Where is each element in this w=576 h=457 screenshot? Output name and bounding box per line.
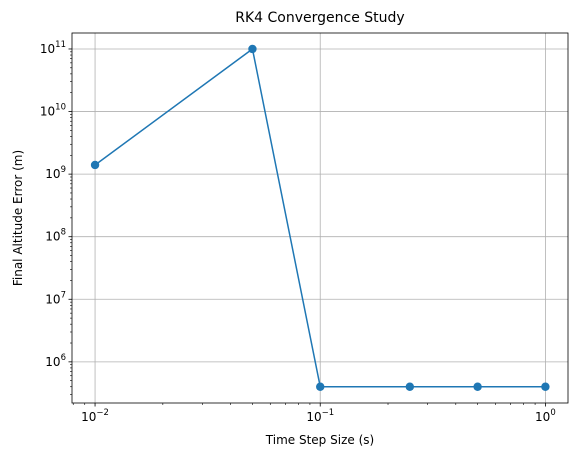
x-tick-label: 10−1 — [306, 408, 334, 424]
y-tick-label: 106 — [45, 353, 66, 369]
x-tick-label: 10−2 — [81, 408, 109, 424]
data-point — [248, 44, 257, 54]
y-tick-label: 1011 — [40, 40, 66, 56]
data-point — [405, 382, 415, 391]
y-axis: 106 107 108 109 1010 1011 — [40, 40, 72, 395]
chart-title: RK4 Convergence Study — [235, 10, 404, 26]
y-tick-label: 109 — [45, 165, 66, 181]
series-line — [94, 48, 546, 388]
x-axis: 10−2 10−1 100 — [72, 403, 556, 424]
x-tick-label: 100 — [535, 408, 556, 424]
series-layer — [90, 44, 550, 391]
y-tick-label: 107 — [45, 290, 66, 306]
data-point — [90, 160, 100, 170]
data-point — [541, 382, 550, 391]
data-point — [316, 382, 325, 391]
y-tick-label: 1010 — [40, 103, 66, 119]
y-axis-label: Final Altitude Error (m) — [11, 150, 25, 286]
y-tick-label: 108 — [45, 228, 66, 244]
grid — [72, 33, 568, 403]
data-point — [473, 382, 482, 391]
x-axis-label: Time Step Size (s) — [265, 433, 374, 447]
